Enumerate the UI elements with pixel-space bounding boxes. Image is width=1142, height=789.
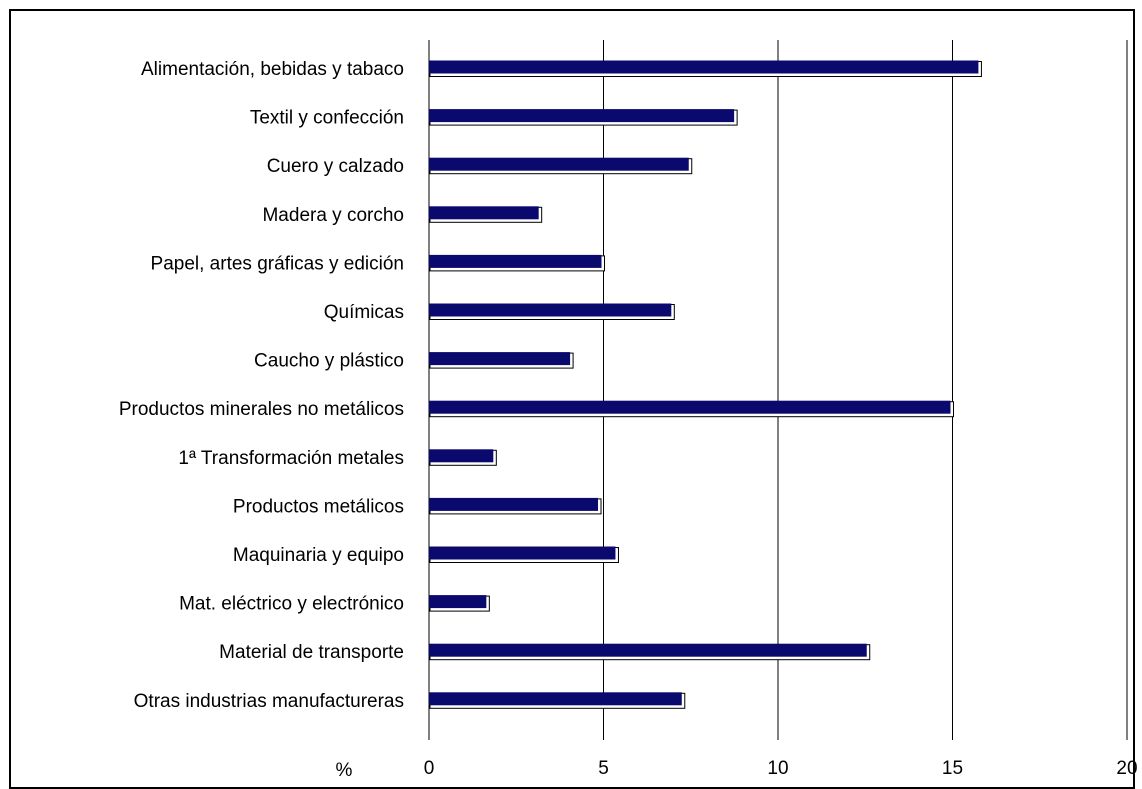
category-label: Otras industrias manufactureras	[134, 691, 404, 712]
bar	[429, 546, 616, 560]
x-tick-label: 15	[942, 758, 963, 778]
x-tick-label: 5	[598, 758, 609, 778]
category-label: Productos minerales no metálicos	[119, 399, 404, 420]
category-labels: Alimentación, bebidas y tabaco Textil y c…	[119, 59, 404, 712]
x-tick-labels: 0 5 10 15 20	[424, 758, 1138, 778]
category-label: Textil y confección	[250, 108, 404, 129]
category-label: Madera y corcho	[262, 205, 404, 226]
bar	[429, 303, 672, 317]
bar	[429, 692, 682, 706]
category-label: Mat. eléctrico y electrónico	[179, 594, 404, 615]
bar	[429, 254, 602, 268]
category-label: Alimentación, bebidas y tabaco	[141, 59, 404, 80]
x-tick-label: 0	[424, 758, 435, 778]
x-tick-label: 10	[767, 758, 788, 778]
bar	[429, 352, 571, 366]
x-tick-label: 20	[1116, 758, 1137, 778]
bar	[429, 157, 689, 171]
category-label: Maquinaria y equipo	[233, 545, 404, 566]
bar	[429, 109, 735, 123]
bar	[429, 497, 599, 511]
bar	[429, 60, 979, 74]
category-label: Caucho y plástico	[254, 351, 404, 372]
category-label: Material de transporte	[219, 642, 404, 663]
bar	[429, 595, 487, 609]
bar	[429, 206, 539, 220]
category-label: 1ª Transformación metales	[178, 448, 404, 469]
category-label: Químicas	[324, 302, 404, 323]
bars	[429, 60, 982, 709]
category-label: Papel, artes gráficas y edición	[151, 253, 404, 274]
x-axis-label: %	[336, 760, 353, 778]
grid-lines	[428, 40, 1128, 740]
category-label: Cuero y calzado	[267, 156, 404, 177]
bar	[429, 449, 494, 463]
category-label: Productos metálicos	[233, 496, 404, 517]
bar	[429, 643, 867, 657]
bar	[429, 400, 951, 414]
